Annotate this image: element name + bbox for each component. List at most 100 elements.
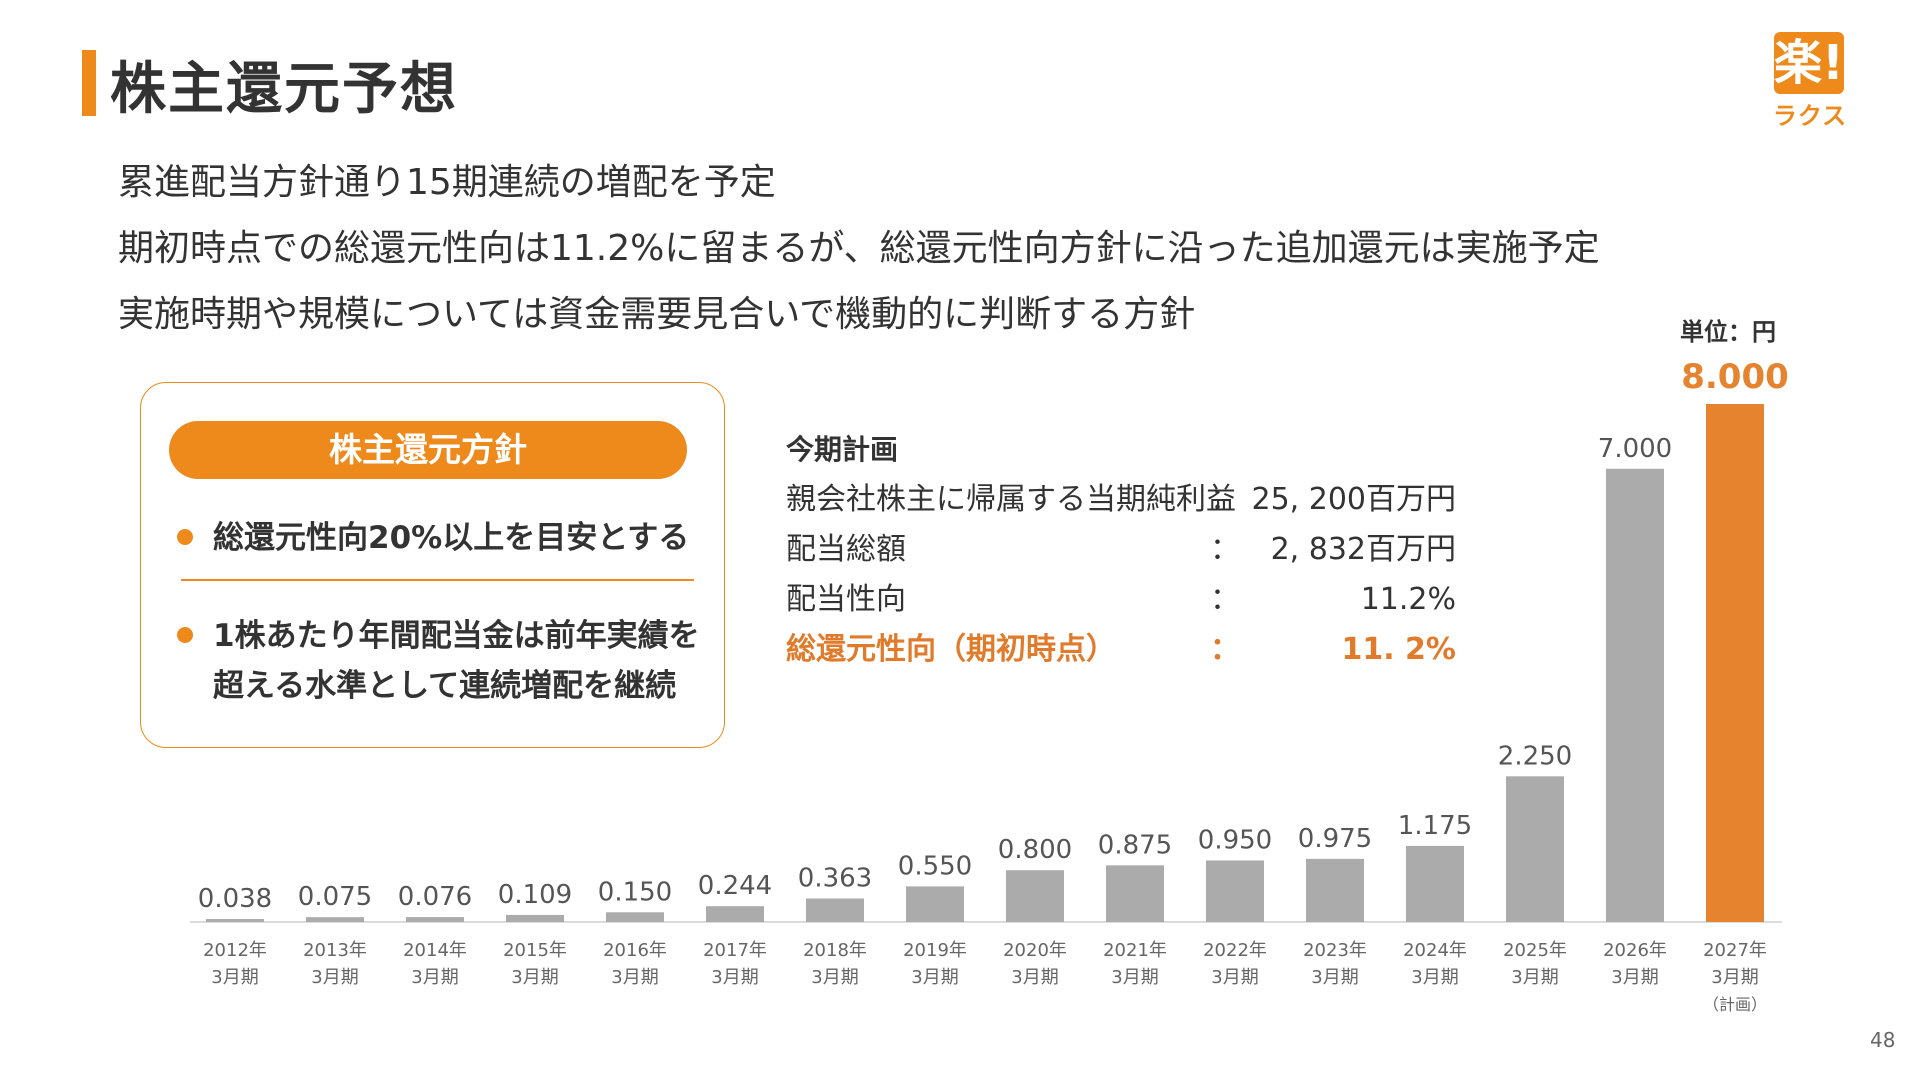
plan-colon: ： [1210, 482, 1240, 517]
bar [1106, 865, 1164, 922]
plan-row: 親会社株主に帰属する当期純利益 ： 25, 200百万円 [786, 478, 1456, 522]
x-tick-label: 3月期 [1311, 967, 1358, 988]
x-tick-label: 2015年 [503, 940, 567, 961]
x-tick-label: 2024年 [1403, 940, 1467, 961]
x-tick-label: 2020年 [1003, 940, 1067, 961]
bar-value-label: 0.150 [598, 877, 672, 907]
unit-label: 単位：円 [1680, 318, 1776, 346]
bar [306, 917, 364, 922]
policy-title: 株主還元方針 [169, 421, 687, 479]
plan-label: 配当総額 [786, 532, 906, 567]
summary-line: 実施時期や規模については資金需要見合いで機動的に判断する方針 [118, 294, 1196, 335]
x-tick-label: 2018年 [803, 940, 867, 961]
plan-colon: ： [1210, 632, 1240, 667]
x-tick-label: 2019年 [903, 940, 967, 961]
x-tick-label: 3月期 [711, 967, 758, 988]
x-tick-label: 3月期 [311, 967, 358, 988]
plan-label: 親会社株主に帰属する当期純利益 [786, 482, 1236, 517]
bullet-dot-icon [177, 627, 193, 643]
bar [1206, 860, 1264, 922]
policy-item-text: 総還元性向20%以上を目安とする [213, 520, 690, 556]
x-tick-label: 2026年 [1603, 940, 1667, 961]
plan-label: 配当性向 [786, 582, 906, 617]
bar [1606, 468, 1664, 922]
x-tick-label: 3月期 [811, 967, 858, 988]
bar [1706, 404, 1764, 922]
x-tick-label: 2017年 [703, 940, 767, 961]
x-tick-label: 3月期 [1511, 967, 1558, 988]
bar-value-label: 0.975 [1298, 824, 1372, 854]
plan-heading: 今期計画 [786, 433, 899, 466]
bar [1006, 870, 1064, 922]
plan-row: 配当性向 ： 11.2% [786, 578, 1456, 622]
plan-value: 11. 2% [1341, 632, 1456, 667]
x-tick-label: 2016年 [603, 940, 667, 961]
x-tick-label: 3月期 [611, 967, 658, 988]
bar [206, 919, 264, 922]
bar-value-label: 0.109 [498, 880, 572, 910]
plan-colon: ： [1210, 532, 1240, 567]
policy-item-text: 1株あたり年間配当金は前年実績を [213, 618, 700, 654]
x-tick-label: 3月期 [511, 967, 558, 988]
title-accent-bar [82, 50, 96, 116]
shareholder-return-policy-box: 株主還元方針 総還元性向20%以上を目安とする 1株あたり年間配当金は前年実績を… [140, 382, 725, 748]
bar-value-label: 0.550 [898, 851, 972, 881]
bar-value-label: 2.250 [1498, 741, 1572, 771]
logo-mark: 楽! [1774, 32, 1844, 94]
bar [706, 906, 764, 922]
bar [806, 898, 864, 922]
x-tick-label: 2012年 [203, 940, 267, 961]
x-tick-label: 3月期 [911, 967, 958, 988]
x-tick-label: 2027年 [1703, 940, 1767, 961]
x-tick-label: 3月期 [1211, 967, 1258, 988]
x-tick-label: 2014年 [403, 940, 467, 961]
policy-divider [181, 579, 694, 581]
plan-value: 25, 200百万円 [1251, 482, 1456, 517]
policy-item-text: 超える水準として連続増配を継続 [213, 668, 677, 704]
bar [1506, 776, 1564, 922]
page-number: 48 [1870, 1028, 1896, 1052]
bar-value-label: 0.800 [998, 835, 1072, 865]
bar [1306, 858, 1364, 922]
plan-value: 11.2% [1360, 582, 1456, 617]
bar-value-label: 0.076 [398, 882, 472, 912]
plan-label: 総還元性向（期初時点） [786, 632, 1116, 667]
bar [606, 912, 664, 922]
x-tick-label: 3月期 [1611, 967, 1658, 988]
bar-value-label: 0.244 [698, 871, 772, 901]
bar-value-label: 7.000 [1598, 434, 1672, 464]
x-tick-label: 3月期 [1711, 967, 1758, 988]
policy-item: 1株あたり年間配当金は前年実績を 超える水準として連続増配を継続 [177, 611, 700, 711]
bar-value-label: 0.363 [798, 863, 872, 893]
bar-value-label: 1.175 [1398, 811, 1472, 841]
plan-colon: ： [1210, 582, 1240, 617]
summary-line: 期初時点での総還元性向は11.2%に留まるが、総還元性向方針に沿った追加還元は実… [118, 228, 1600, 269]
x-tick-label: 3月期 [211, 967, 258, 988]
x-tick-label: 2025年 [1503, 940, 1567, 961]
summary-line: 累進配当方針通り15期連続の増配を予定 [118, 162, 776, 203]
x-tick-label: （計画） [1703, 995, 1767, 1014]
rakus-logo: 楽! ラクス [1770, 32, 1850, 130]
x-tick-label: 3月期 [411, 967, 458, 988]
x-tick-label: 2021年 [1103, 940, 1167, 961]
bar [1406, 845, 1464, 922]
bar [906, 886, 964, 922]
policy-item: 総還元性向20%以上を目安とする [177, 513, 690, 563]
bar-value-label: 0.950 [1198, 825, 1272, 855]
x-tick-label: 3月期 [1011, 967, 1058, 988]
bar-value-label: 0.075 [298, 882, 372, 912]
bullet-dot-icon [177, 529, 193, 545]
logo-text: ラクス [1772, 102, 1848, 130]
bar [506, 914, 564, 922]
x-tick-label: 2022年 [1203, 940, 1267, 961]
x-tick-label: 2013年 [303, 940, 367, 961]
bar-value-label: 8.000 [1681, 357, 1789, 397]
summary-list: 累進配当方針通り15期連続の増配を予定 期初時点での総還元性向は11.2%に留ま… [118, 150, 1600, 348]
plan-row: 配当総額 ： 2, 832百万円 [786, 528, 1456, 572]
x-tick-label: 2023年 [1303, 940, 1367, 961]
bar-value-label: 0.875 [1098, 830, 1172, 860]
x-tick-label: 3月期 [1411, 967, 1458, 988]
plan-row-highlight: 総還元性向（期初時点） ： 11. 2% [786, 628, 1456, 672]
plan-value: 2, 832百万円 [1270, 532, 1456, 567]
